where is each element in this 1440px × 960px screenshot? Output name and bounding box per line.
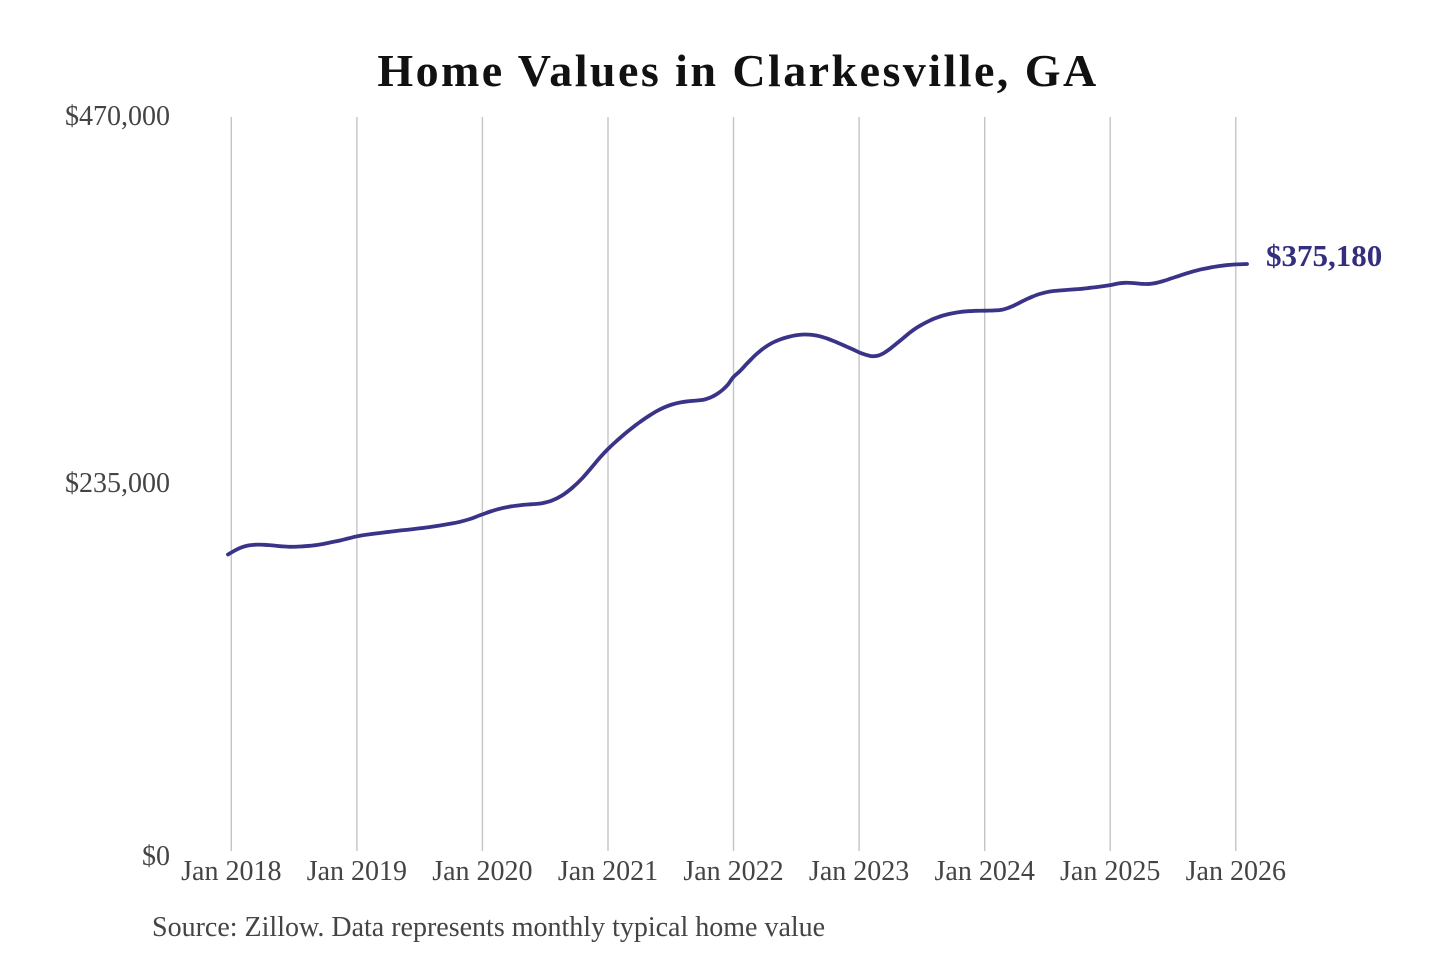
- svg-text:Jan 2022: Jan 2022: [683, 856, 783, 887]
- svg-text:Jan 2019: Jan 2019: [307, 856, 407, 887]
- svg-text:Jan 2025: Jan 2025: [1060, 856, 1160, 887]
- svg-text:Source: Zillow. Data represent: Source: Zillow. Data represents monthly …: [152, 912, 825, 943]
- svg-text:Jan 2020: Jan 2020: [432, 856, 532, 887]
- svg-text:Jan 2026: Jan 2026: [1186, 856, 1286, 887]
- svg-text:$0: $0: [142, 841, 170, 872]
- svg-text:$235,000: $235,000: [65, 468, 170, 499]
- svg-text:Jan 2018: Jan 2018: [181, 856, 281, 887]
- svg-text:Jan 2024: Jan 2024: [935, 856, 1035, 887]
- svg-text:Home Values in Clarkesville, G: Home Values in Clarkesville, GA: [377, 45, 1098, 96]
- svg-text:Jan 2023: Jan 2023: [809, 856, 909, 887]
- svg-text:$375,180: $375,180: [1266, 238, 1382, 273]
- svg-text:$470,000: $470,000: [65, 101, 170, 132]
- svg-text:Jan 2021: Jan 2021: [558, 856, 658, 887]
